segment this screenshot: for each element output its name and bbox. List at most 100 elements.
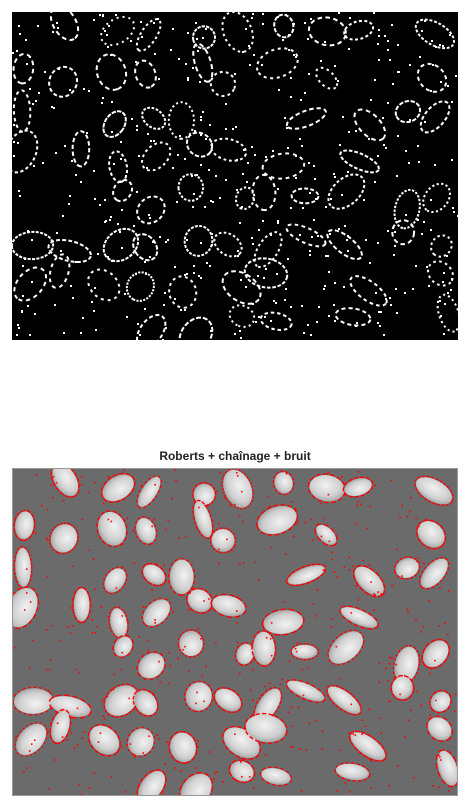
noise-pixel	[102, 715, 105, 718]
cell-body	[336, 763, 369, 781]
edge-pixel	[333, 304, 335, 306]
edge-pixel	[159, 236, 161, 238]
edge-pixel	[21, 310, 23, 312]
edge-pixel	[310, 334, 312, 336]
noise-pixel	[251, 713, 254, 716]
edge-pixel	[325, 255, 327, 257]
cell-body	[340, 607, 378, 628]
cell	[285, 563, 327, 587]
edge-pixel	[236, 159, 238, 161]
noise-pixel	[379, 717, 381, 720]
edge-pixel	[149, 256, 151, 258]
edge-pixel	[285, 14, 287, 16]
edge-pixel	[239, 330, 241, 332]
cell-contour	[421, 638, 451, 669]
edge-pixel	[225, 103, 227, 105]
cell-body	[394, 646, 419, 684]
edge-pixel	[120, 158, 122, 160]
cell-body	[114, 636, 133, 657]
edge-pixel	[153, 22, 155, 24]
edge-pixel	[147, 133, 149, 135]
noise-pixel	[88, 787, 91, 789]
cell	[261, 608, 305, 636]
edge-pixel	[125, 175, 127, 177]
cell	[183, 680, 214, 713]
edge-pixel	[392, 83, 394, 85]
noise-pixel	[270, 546, 273, 549]
edge-pixel	[157, 18, 159, 20]
edge-pixel	[94, 287, 96, 289]
noise-pixel	[251, 668, 254, 671]
edge-pixel	[262, 220, 264, 222]
noise-pixel	[298, 748, 301, 750]
edge-map-canvas	[12, 12, 458, 340]
edge-pixel	[200, 277, 202, 279]
noise-pixel	[290, 500, 293, 503]
cell-contour	[136, 769, 167, 795]
cell	[415, 519, 447, 550]
cell-contour	[415, 519, 447, 550]
edge-contour	[228, 304, 256, 328]
noise-pixel	[391, 584, 393, 586]
noise-pixel	[320, 535, 323, 538]
noise-pixel	[13, 559, 16, 562]
edge-pixel	[394, 231, 396, 233]
edge-pixel	[93, 310, 95, 312]
edge-pixel	[240, 279, 242, 281]
noise-pixel	[409, 510, 411, 513]
edge-pixel	[158, 78, 160, 80]
noise-pixel	[53, 759, 56, 761]
cell-body	[223, 469, 253, 508]
edge-pixel	[450, 289, 452, 291]
noise-pixel	[305, 749, 308, 751]
noise-pixel	[373, 609, 375, 611]
edge-pixel	[37, 25, 39, 27]
edge-pixel	[455, 75, 457, 77]
cell-body	[50, 524, 78, 553]
noise-pixel	[103, 718, 106, 721]
edge-pixel	[136, 129, 138, 131]
edge-pixel	[102, 97, 104, 99]
edge-pixel	[31, 239, 33, 241]
cell	[209, 527, 237, 554]
noise-pixel	[380, 593, 382, 595]
edge-pixel	[301, 145, 303, 147]
noise-pixel	[62, 499, 65, 502]
noise-pixel	[355, 585, 358, 587]
noise-pixel	[288, 660, 291, 663]
edge-pixel	[293, 23, 295, 25]
edge-pixel	[316, 321, 318, 323]
noise-pixel	[235, 596, 238, 598]
edge-pixel	[290, 77, 292, 79]
noise-pixel	[126, 620, 129, 622]
noise-pixel	[291, 725, 294, 728]
noise-pixel	[407, 611, 409, 613]
noise-pixel	[171, 497, 173, 500]
edge-contour	[436, 293, 458, 333]
edge-pixel	[153, 140, 155, 142]
edge-pixel	[240, 337, 242, 339]
noise-pixel	[235, 610, 238, 612]
cell-contour	[13, 586, 40, 630]
edge-pixel	[282, 39, 284, 41]
edge-pixel	[139, 334, 141, 336]
noise-pixel	[420, 631, 422, 633]
noise-pixel	[390, 479, 392, 482]
cell-body	[395, 557, 419, 578]
noise-pixel	[348, 791, 351, 793]
edge-pixel	[254, 154, 256, 156]
edge-pixel	[415, 265, 417, 267]
edge-pixel	[245, 28, 247, 30]
edge-pixel	[206, 262, 208, 264]
cell	[132, 688, 159, 717]
noise-pixel	[124, 791, 127, 793]
edge-pixel	[374, 181, 376, 183]
cell	[136, 651, 167, 681]
noise-pixel	[344, 782, 347, 784]
noise-pixel	[366, 527, 369, 530]
edge-pixel	[32, 103, 34, 105]
edge-pixel	[320, 60, 322, 62]
cell-contour	[134, 516, 158, 546]
cell-contour	[192, 499, 214, 540]
noise-pixel	[307, 667, 310, 670]
